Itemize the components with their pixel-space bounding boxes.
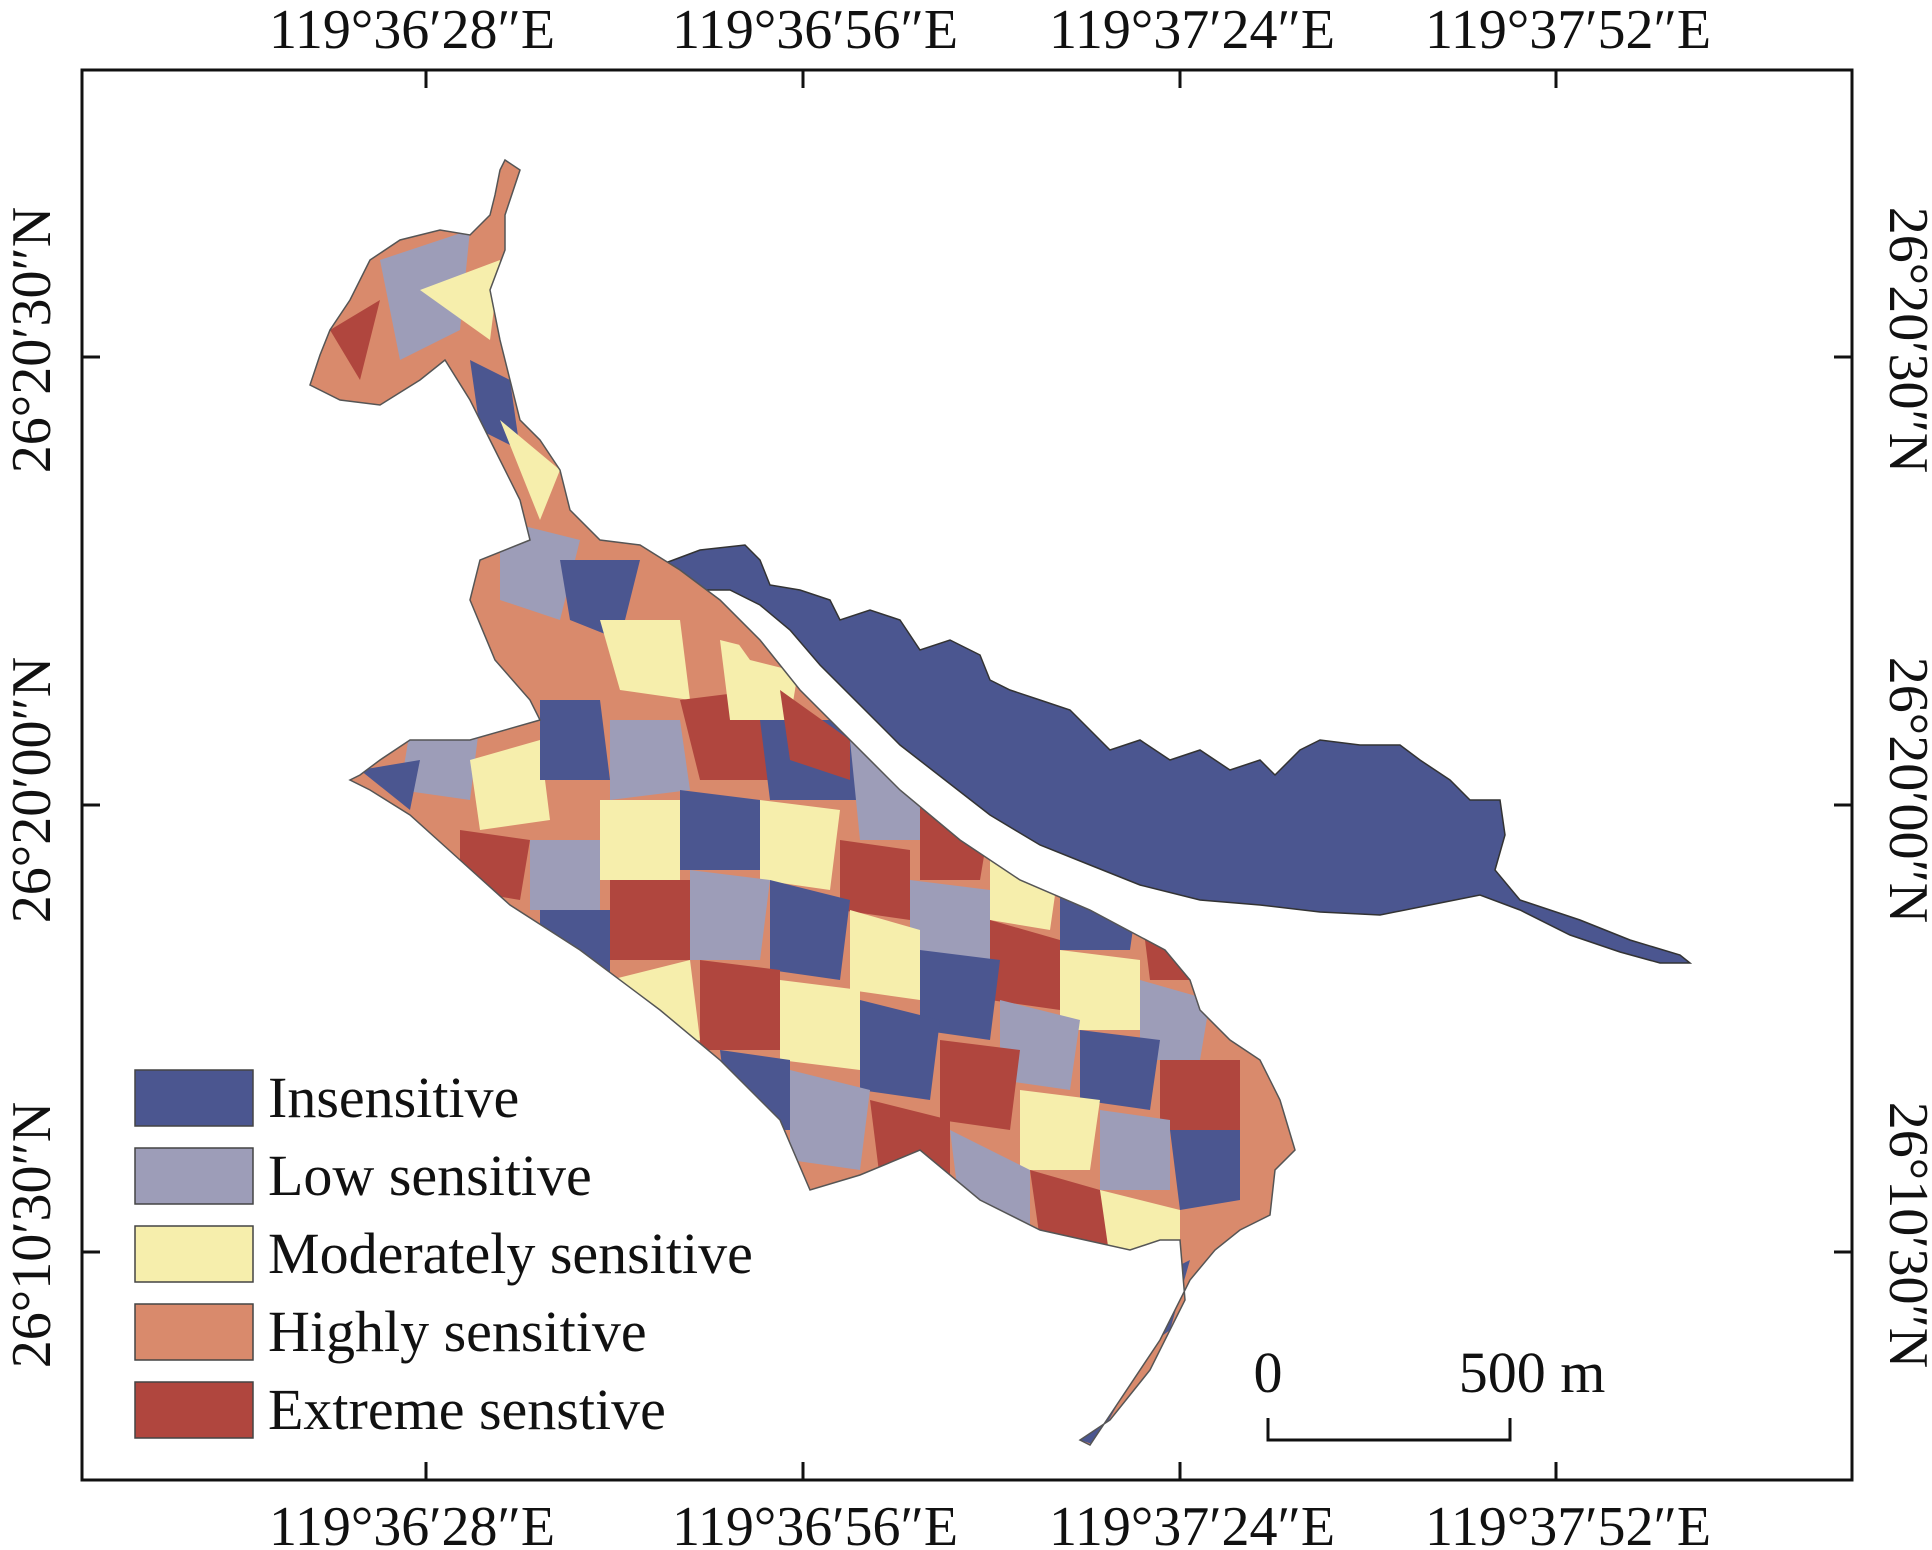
left-axis-label: 26°20′00″N (1, 657, 63, 923)
left-ticks (82, 355, 100, 1254)
bottom-ticks (424, 1462, 1558, 1480)
right-axis-label: 26°20′00″N (1877, 657, 1932, 923)
bottom-axis-label: 119°37′52″E (1425, 1496, 1711, 1550)
right-axis-label: 26°20′30″N (1877, 207, 1932, 473)
left-axis-label: 26°10′30″N (1, 1102, 63, 1368)
right-axis-label: 26°10′30″N (1877, 1102, 1932, 1368)
land-outline (309, 158, 1296, 1446)
bottom-axis-label: 119°37′24″E (1049, 1496, 1335, 1550)
legend-swatch-insensitive (134, 1069, 254, 1127)
scale-bar-line (1266, 1418, 1512, 1442)
legend-label: Low sensitive (268, 1143, 592, 1208)
legend-label: Extreme senstive (268, 1377, 666, 1442)
legend-swatch-high (134, 1303, 254, 1361)
bottom-axis-label: 119°36′28″E (269, 1496, 555, 1550)
legend-label: Highly sensitive (268, 1299, 647, 1364)
top-axis-label: 119°37′52″E (1425, 0, 1711, 61)
top-axis-label: 119°37′24″E (1049, 0, 1335, 61)
left-axis-label: 26°20′30″N (1, 207, 63, 473)
scale-start-label: 0 (1254, 1340, 1283, 1405)
scale-end-label: 500 m (1459, 1340, 1606, 1405)
bottom-axis-label: 119°36′56″E (672, 1496, 958, 1550)
scale-bar: 0 500 m (1254, 1340, 1606, 1442)
legend-label: Insensitive (268, 1065, 519, 1130)
insensitive-water-region (658, 544, 1693, 964)
top-axis-label: 119°36′56″E (672, 0, 958, 61)
legend-swatch-moderate (134, 1225, 254, 1283)
top-ticks (424, 70, 1558, 88)
legend-swatch-extreme (134, 1381, 254, 1439)
legend-swatch-low (134, 1147, 254, 1205)
top-axis-label: 119°36′28″E (269, 0, 555, 61)
right-ticks (1834, 355, 1852, 1254)
legend: Insensitive Low sensitive Moderately sen… (134, 1065, 753, 1442)
legend-label: Moderately sensitive (268, 1221, 753, 1286)
